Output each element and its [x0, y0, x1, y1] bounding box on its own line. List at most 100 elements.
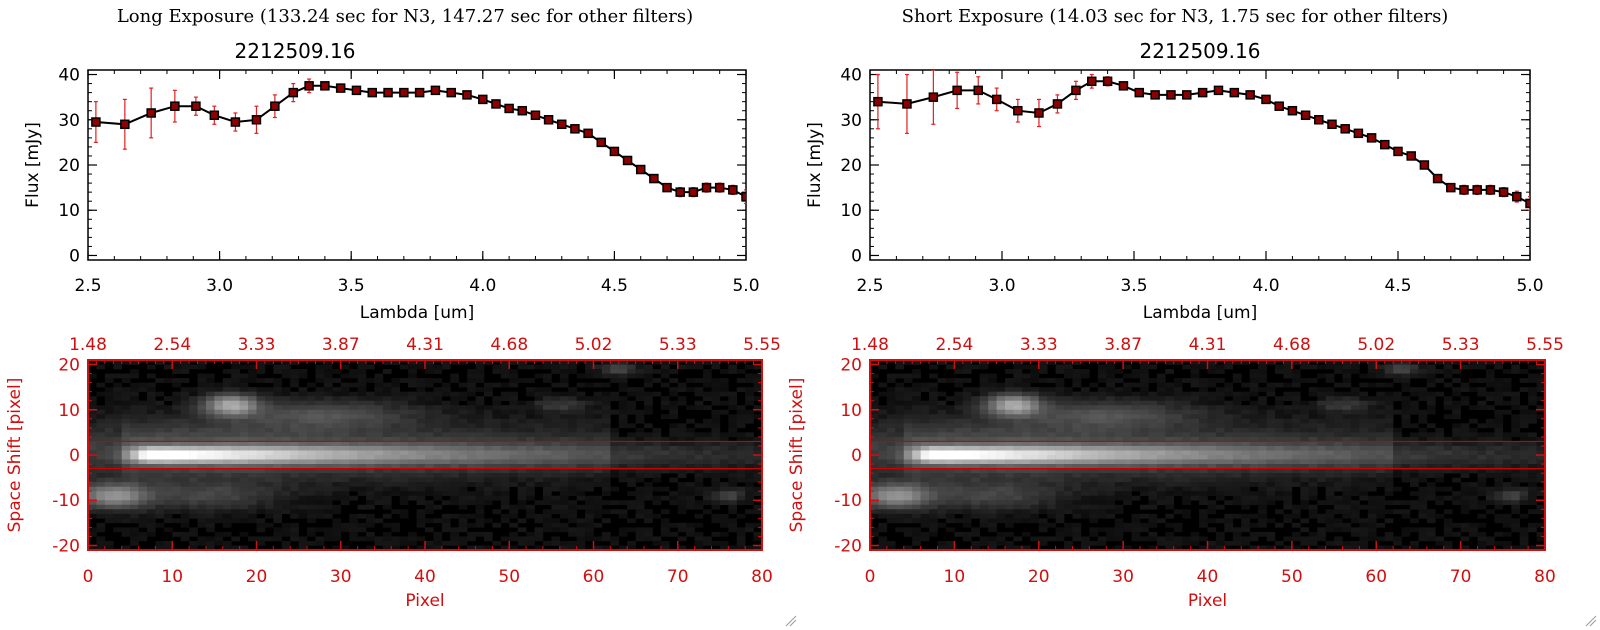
image-pixel — [146, 495, 156, 501]
image-pixel — [954, 432, 964, 438]
image-pixel — [568, 369, 577, 374]
image-pixel — [1131, 459, 1141, 465]
image-pixel — [399, 536, 409, 542]
image-pixel — [1494, 414, 1504, 420]
image-pixel — [703, 491, 712, 497]
image-pixel — [1291, 459, 1301, 465]
image-pixel — [601, 482, 611, 487]
image-pixel — [669, 391, 679, 397]
image-pixel — [1334, 369, 1343, 374]
image-pixel — [517, 468, 527, 474]
image-pixel — [450, 405, 460, 411]
image-pixel — [121, 409, 131, 415]
image-pixel — [954, 378, 964, 383]
image-pixel — [248, 450, 257, 456]
image-pixel — [1232, 378, 1242, 383]
image-pixel — [509, 382, 518, 388]
image-pixel — [962, 409, 972, 415]
image-pixel — [121, 477, 131, 483]
image-pixel — [475, 500, 485, 506]
image-pixel — [256, 464, 266, 469]
y-tick-label: 10 — [58, 401, 80, 421]
image-pixel — [475, 436, 485, 442]
image-pixel — [719, 540, 729, 546]
image-pixel — [483, 418, 493, 424]
image-pixel — [441, 464, 451, 469]
x-tick-label: 3.0 — [988, 276, 1015, 296]
image-pixel — [1376, 414, 1385, 420]
image-pixel — [433, 409, 443, 415]
image-pixel — [1089, 400, 1099, 406]
image-pixel — [618, 387, 628, 392]
image-pixel — [1190, 418, 1200, 424]
image-pixel — [366, 455, 375, 460]
image-pixel — [745, 396, 754, 402]
image-pixel — [1334, 427, 1343, 433]
image-pixel — [1258, 405, 1267, 411]
image-pixel — [1283, 441, 1293, 447]
image-pixel — [1249, 436, 1259, 442]
image-pixel — [753, 477, 763, 483]
image-pixel — [340, 409, 350, 415]
image-pixel — [180, 436, 190, 442]
image-pixel — [1359, 405, 1369, 411]
image-pixel — [1131, 436, 1141, 442]
image-pixel — [458, 477, 468, 483]
image-pixel — [483, 491, 493, 497]
image-pixel — [694, 445, 704, 451]
image-pixel — [1021, 418, 1031, 424]
image-pixel — [138, 423, 148, 429]
image-pixel — [962, 459, 972, 465]
image-pixel — [1131, 450, 1141, 456]
image-pixel — [366, 513, 375, 519]
image-pixel — [500, 518, 510, 524]
image-pixel — [988, 391, 997, 397]
image-pixel — [88, 531, 97, 537]
x-axis-label: Lambda [um] — [1143, 303, 1257, 323]
image-pixel — [551, 477, 561, 483]
image-pixel — [1410, 369, 1419, 374]
image-pixel — [163, 409, 173, 415]
image-pixel — [1384, 391, 1394, 397]
image-pixel — [585, 527, 594, 533]
image-pixel — [214, 387, 224, 392]
image-pixel — [971, 400, 980, 406]
image-pixel — [719, 513, 729, 519]
image-pixel — [1106, 418, 1115, 424]
image-pixel — [627, 477, 636, 483]
image-pixel — [222, 504, 232, 510]
image-pixel — [1207, 409, 1217, 415]
image-pixel — [962, 364, 972, 370]
image-pixel — [1300, 409, 1310, 415]
image-pixel — [1325, 459, 1335, 465]
image-pixel — [239, 500, 249, 506]
image-pixel — [492, 522, 502, 528]
image-pixel — [425, 378, 434, 383]
image-pixel — [669, 522, 679, 528]
image-pixel — [585, 522, 594, 528]
image-pixel — [576, 450, 586, 456]
image-pixel — [677, 396, 687, 402]
image-pixel — [1384, 445, 1394, 451]
image-pixel — [559, 486, 569, 492]
image-pixel — [711, 391, 721, 397]
image-pixel — [205, 445, 215, 451]
image-pixel — [736, 369, 746, 374]
image-pixel — [669, 423, 679, 429]
image-pixel — [1097, 378, 1107, 383]
image-pixel — [138, 491, 148, 497]
image-pixel — [382, 455, 392, 460]
image-pixel — [332, 482, 342, 487]
image-pixel — [113, 414, 123, 420]
image-pixel — [273, 436, 283, 442]
data-point — [1419, 160, 1430, 170]
image-pixel — [399, 378, 409, 383]
image-pixel — [1384, 373, 1394, 379]
image-pixel — [551, 360, 561, 365]
image-pixel — [1325, 427, 1335, 433]
image-pixel — [1207, 364, 1217, 370]
image-pixel — [753, 545, 763, 551]
image-pixel — [509, 405, 518, 411]
image-pixel — [231, 536, 240, 542]
image-pixel — [1334, 450, 1343, 456]
